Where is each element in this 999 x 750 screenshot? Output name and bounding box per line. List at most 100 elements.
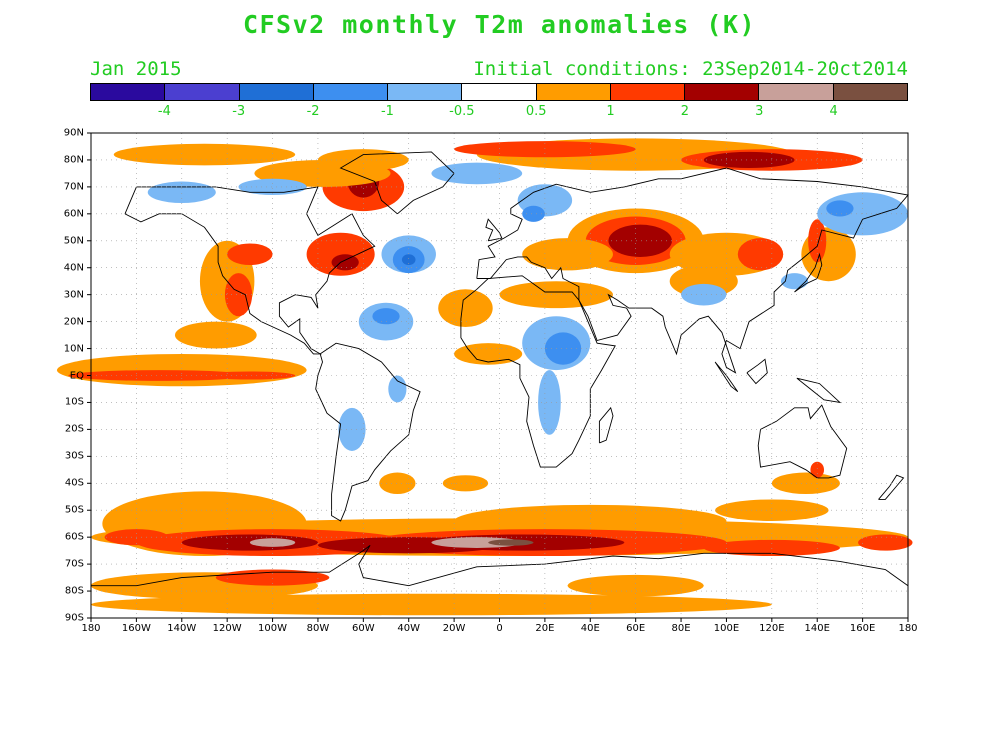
latitude-label: 30N <box>63 289 84 301</box>
colorbar-tick-label: -4 <box>157 104 171 119</box>
coastline <box>746 358 768 385</box>
anomaly-shading <box>431 162 523 185</box>
anomaly-shading <box>826 200 854 217</box>
colorbar-segment <box>536 84 611 100</box>
coastline <box>460 275 616 468</box>
latitude-label: 50N <box>63 235 84 247</box>
latitude-label: EQ <box>69 370 84 381</box>
longitude-label: 20E <box>535 623 555 634</box>
coastline <box>878 474 905 500</box>
colorbar-segment <box>165 84 240 100</box>
anomaly-shading <box>147 181 216 204</box>
anomaly-shading <box>538 370 561 435</box>
latitude-label: 10S <box>64 396 84 408</box>
anomaly-shading <box>737 238 784 271</box>
anomaly-shading <box>331 254 359 271</box>
anomaly-shading <box>174 321 257 349</box>
anomaly-shading <box>608 224 672 257</box>
initial-conditions-label: Initial conditions: 23Sep2014-20ct2014 <box>473 58 908 80</box>
anomaly-shading <box>401 254 416 266</box>
longitude-label: 100E <box>713 623 740 634</box>
anomaly-shading <box>544 332 582 365</box>
latitude-label: 60N <box>63 208 84 220</box>
longitude-label: 140W <box>167 623 197 634</box>
anomaly-shading <box>810 461 825 478</box>
anomaly-shading <box>238 178 307 195</box>
latitude-label: 40N <box>63 262 84 274</box>
anomaly-shading <box>808 219 827 263</box>
anomaly-shading <box>224 273 253 317</box>
colorbar-segment <box>239 84 314 100</box>
colorbar-segment <box>610 84 686 100</box>
colorbar <box>90 83 908 101</box>
latitude-label: 70S <box>64 558 84 570</box>
coastline <box>714 361 739 393</box>
coastline <box>124 186 376 355</box>
longitude-label: 120E <box>759 623 785 634</box>
coastline <box>796 377 842 404</box>
latitude-label: 80S <box>64 585 84 597</box>
anomaly-shading <box>522 238 613 271</box>
anomaly-shading <box>113 143 296 166</box>
anomaly-shading <box>771 472 840 495</box>
anomaly-shading <box>379 472 416 495</box>
longitude-label: 120W <box>212 623 242 634</box>
longitude-label: 20W <box>442 623 466 634</box>
coastline <box>794 252 823 293</box>
latitude-label: 80N <box>63 154 84 166</box>
latitude-label: 70N <box>63 181 84 193</box>
map-title: CFSv2 monthly T2m anomalies (K) <box>242 10 757 39</box>
anomaly-shading <box>488 539 534 546</box>
anomaly-shading <box>438 289 493 327</box>
colorbar-segment <box>91 84 166 100</box>
colorbar-tick-label: -3 <box>232 104 246 119</box>
latitude-label: 30S <box>64 450 84 462</box>
colorbar-segment <box>462 84 537 100</box>
latitude-label: 60S <box>64 531 84 543</box>
anomaly-shading <box>442 475 489 492</box>
latitude-label: 40S <box>64 477 84 489</box>
longitude-label: 0 <box>496 623 503 634</box>
longitude-label: 180 <box>898 623 918 634</box>
anomaly-shading <box>372 308 400 325</box>
anomaly-shading <box>454 343 523 365</box>
coastline <box>476 167 909 374</box>
anomaly-shading <box>703 151 795 169</box>
colorbar-tick-label: -2 <box>306 104 320 119</box>
colorbar-segment <box>388 84 463 100</box>
colorbar-tick-label: 2 <box>680 104 690 119</box>
anomaly-shading <box>681 283 727 306</box>
anomaly-shading <box>703 539 840 557</box>
anomaly-shading <box>91 593 772 616</box>
coastline <box>315 342 421 522</box>
latitude-label: 50S <box>64 504 84 516</box>
anomaly-shading <box>317 149 409 171</box>
latitude-label: 90S <box>64 612 84 624</box>
longitude-label: 60W <box>352 623 375 634</box>
latitude-label: 90N <box>63 127 84 139</box>
anomaly-shading <box>68 370 250 381</box>
longitude-label: 180 <box>81 623 101 634</box>
valid-month-label: Jan 2015 <box>90 58 182 80</box>
longitude-label: 40W <box>397 623 421 634</box>
longitude-label: 160W <box>121 623 151 634</box>
colorbar-segment <box>833 84 907 100</box>
latitude-label: 10N <box>63 343 84 355</box>
longitude-label: 80W <box>306 623 330 634</box>
coastline <box>757 404 848 479</box>
anomaly-shading <box>388 375 407 403</box>
longitude-label: 60E <box>626 623 646 634</box>
anomaly-shading <box>227 243 273 266</box>
anomaly-shading <box>249 538 296 547</box>
coastline <box>598 406 614 444</box>
coastline <box>339 151 455 215</box>
colorbar-segment <box>759 84 834 100</box>
colorbar-tick-label: 1 <box>606 104 615 119</box>
colorbar-tick-label: 0.5 <box>525 104 547 119</box>
anomaly-shading <box>858 534 913 551</box>
colorbar-tick-label: -0.5 <box>449 104 475 119</box>
longitude-label: 140E <box>804 623 830 634</box>
colorbar-tick-label: 3 <box>755 104 764 119</box>
latitude-label: 20N <box>63 316 84 328</box>
